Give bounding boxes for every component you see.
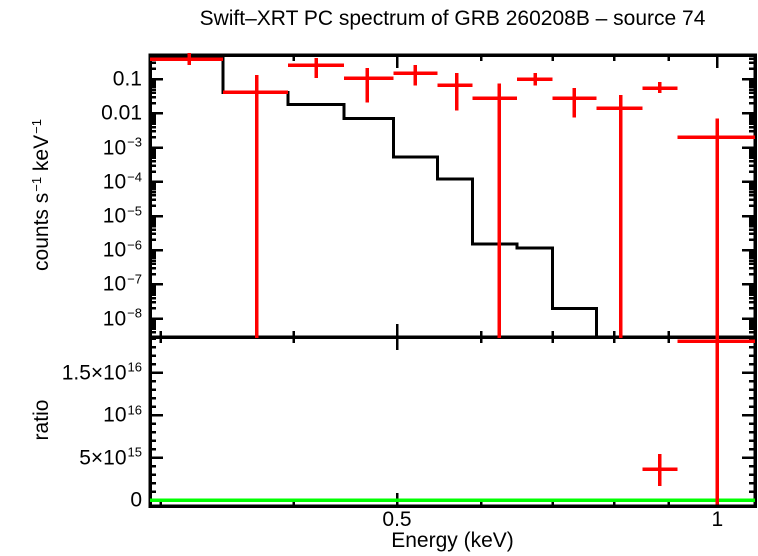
chart-title: Swift–XRT PC spectrum of GRB 260208B – s… (199, 7, 706, 30)
y-tick-label-counts: 10−3 (102, 134, 142, 160)
x-tick-label-energy: 0.5 (382, 508, 412, 531)
y-tick-label-counts: 10−6 (102, 237, 142, 262)
y-tick-label-counts: 10−5 (102, 203, 142, 228)
ratio-data-points (642, 337, 755, 505)
y-tick-label-counts: 10−4 (102, 169, 142, 194)
axis-ticks (150, 54, 755, 506)
y-tick-label-ratio: 5×1015 (79, 444, 142, 469)
y-tick-label-counts: 10−7 (102, 271, 142, 296)
y-tick-label-counts: 0.01 (101, 101, 142, 125)
top-panel-frame (148, 53, 757, 339)
x-axis-label: Energy (keV) (391, 529, 514, 552)
spectrum-data-points (150, 53, 755, 338)
ratio-panel-frame (148, 335, 757, 508)
y-tick-label-ratio: 1.5×1016 (61, 359, 142, 384)
y-axis-label-ratio: ratio (30, 399, 53, 441)
y-tick-label-ratio: 0 (130, 488, 142, 512)
y-tick-label-counts: 10−8 (102, 305, 142, 331)
y-tick-label-counts: 0.1 (112, 67, 142, 91)
model-histogram (150, 55, 598, 336)
x-tick-label-energy: 1 (711, 508, 724, 531)
y-tick-label-ratio: 1016 (103, 402, 142, 427)
